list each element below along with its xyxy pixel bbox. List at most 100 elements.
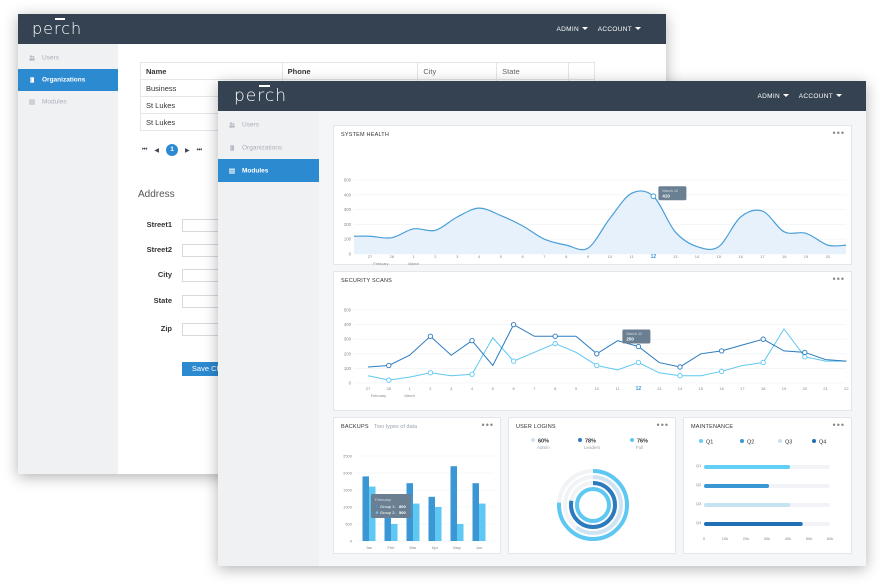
street2-input[interactable] <box>182 244 242 257</box>
current-page-button[interactable]: 1 <box>166 144 179 156</box>
sidebar: Users Organizations Modules <box>218 111 319 566</box>
city-input[interactable] <box>182 269 242 282</box>
data-point <box>386 362 392 369</box>
x-tick-label: Jan <box>366 545 372 550</box>
zip-input[interactable] <box>182 323 242 336</box>
x-tick-label: 20 <box>826 254 831 259</box>
column-header-state[interactable]: State <box>496 62 570 80</box>
column-header-phone[interactable]: Phone <box>281 62 419 80</box>
bar <box>450 466 457 541</box>
x-month-label: March <box>408 262 419 266</box>
highlight-point <box>650 193 657 200</box>
card-title: USER LOGINS <box>516 424 556 430</box>
account-menu[interactable]: ACCOUNT <box>598 26 641 33</box>
y-tick-label: 500 <box>345 522 352 527</box>
bar <box>704 465 791 469</box>
bar <box>362 476 369 541</box>
more-options-icon[interactable]: ••• <box>481 420 494 430</box>
sidebar-item-modules[interactable]: Modules <box>218 159 319 182</box>
x-tick-label: 3 <box>456 254 459 259</box>
first-page-icon[interactable]: ⏮ <box>142 146 148 153</box>
street2-label: Street2 <box>146 245 172 254</box>
data-point <box>802 354 808 360</box>
ring-progress <box>557 469 629 541</box>
data-point <box>469 338 475 344</box>
top-navbar: perch ADMIN ACCOUNT <box>18 14 666 44</box>
front-window: perch ADMIN ACCOUNT Users Organizations … <box>218 81 866 566</box>
top-navbar: perch ADMIN ACCOUNT <box>218 81 866 111</box>
tooltip-box <box>371 494 411 518</box>
x-tick-label: 9 <box>587 254 590 259</box>
book-icon <box>30 77 34 83</box>
column-header-city[interactable]: City <box>417 62 498 80</box>
maintenance-card: MAINTENANCE ••• Q1 Q2 Q3 Q4 Q1 Q2 Q3 Q4 0 10k… <box>683 417 852 554</box>
logo[interactable]: perch <box>32 18 83 38</box>
admin-menu[interactable]: ADMIN <box>557 26 588 33</box>
ring-progress <box>569 481 617 529</box>
x-month-label: February <box>373 262 388 266</box>
sidebar-item-label: Users <box>42 54 59 62</box>
x-tick-label: 19 <box>782 386 787 391</box>
more-options-icon[interactable]: ••• <box>832 128 845 138</box>
tooltip-row-value: 800 <box>399 504 406 509</box>
legend-dot <box>630 438 634 442</box>
card-subtitle: Two types of data <box>374 424 418 430</box>
bar <box>704 484 770 488</box>
x-month-label: March <box>404 394 415 398</box>
y-tick-label: 300 <box>344 337 352 342</box>
sidebar-item-label: Users <box>242 121 259 128</box>
data-point <box>760 336 766 342</box>
last-page-icon[interactable]: ⏭ <box>196 146 203 153</box>
x-tick-label: 17 <box>740 386 745 391</box>
sidebar-item-label: Modules <box>42 98 67 106</box>
tooltip-label: March 12 <box>626 332 642 336</box>
legend-item-q2: Q2 <box>740 439 754 446</box>
x-tick-label: 12 <box>651 254 657 260</box>
ring-progress <box>563 475 623 535</box>
x-tick-label: 13 <box>673 254 678 259</box>
x-tick-label: 10 <box>608 254 613 259</box>
tooltip-value: 250 <box>626 337 634 342</box>
logo[interactable]: perch <box>234 85 287 106</box>
y-tick-label: 400 <box>344 322 352 327</box>
legend-item-leaders: 78% Leaders <box>578 438 600 450</box>
x-tick-label: 14 <box>678 386 683 391</box>
legend-dot <box>699 439 703 443</box>
next-page-icon[interactable]: ▶ <box>185 147 190 154</box>
legend-dot <box>740 439 744 443</box>
data-point <box>760 359 766 366</box>
legend-item-admin: 60% Admin <box>531 438 550 450</box>
bar <box>435 507 442 541</box>
data-point <box>510 321 517 328</box>
more-options-icon[interactable]: ••• <box>832 274 845 284</box>
sidebar-item-users[interactable]: Users <box>18 47 118 69</box>
column-header-name[interactable]: Name <box>140 62 283 80</box>
sidebar-item-organizations[interactable]: Organizations <box>18 69 118 91</box>
x-tick-label: 28 <box>390 254 395 259</box>
sidebar-item-users[interactable]: Users <box>218 113 319 136</box>
chevron-down-icon <box>582 27 588 30</box>
sidebar-item-modules[interactable]: Modules <box>18 91 118 113</box>
street1-input[interactable] <box>182 219 242 232</box>
prev-page-icon[interactable]: ◀ <box>154 147 160 154</box>
x-tick-label: 30k <box>764 536 770 541</box>
account-menu[interactable]: ACCOUNT <box>799 93 842 100</box>
data-point <box>718 348 725 354</box>
sidebar-item-organizations[interactable]: Organizations <box>218 136 319 159</box>
y-tick-label: 100 <box>344 366 352 371</box>
y-tick-label: 2500 <box>343 454 353 459</box>
x-tick-label: 9 <box>575 386 578 391</box>
tooltip-title: February <box>375 497 391 502</box>
data-point <box>552 333 558 339</box>
y-tick-label: 300 <box>344 207 352 212</box>
admin-menu[interactable]: ADMIN <box>758 93 789 100</box>
users-icon <box>29 55 35 61</box>
x-tick-label: 12 <box>636 386 642 392</box>
legend-dot <box>531 438 535 442</box>
x-tick-label: Jun <box>476 545 482 550</box>
bar <box>704 522 803 526</box>
more-options-icon[interactable]: ••• <box>832 420 845 430</box>
state-input[interactable] <box>182 295 242 308</box>
y-tick-label: 400 <box>344 192 352 197</box>
more-options-icon[interactable]: ••• <box>656 420 669 430</box>
